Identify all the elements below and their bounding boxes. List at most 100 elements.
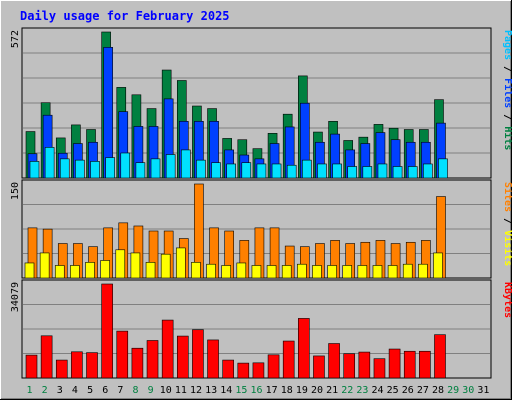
bar-sites-day-5 [85,262,95,279]
bar-sites-day-3 [54,265,65,279]
bar-pages-day-13 [211,162,221,179]
x-tick-label: 29 [447,385,459,396]
x-tick-label: 7 [117,385,123,396]
bar-pages-day-20 [317,163,327,179]
bar-kbytes-day-26 [403,350,416,379]
bar-kbytes-day-20 [313,355,325,379]
bar-pages-day-5 [90,161,100,179]
x-tick-label: 8 [132,385,138,396]
bar-pages-day-4 [75,159,85,179]
legend-kbytes: KBytes [502,282,512,318]
bar-sites-day-27 [418,263,428,279]
x-tick-label: 27 [417,385,429,396]
bar-kbytes-day-18 [282,340,295,379]
legend-files: Files [502,78,512,108]
bar-sites-day-20 [312,265,322,279]
x-tick-label: 22 [341,385,353,396]
bar-sites-day-11 [175,247,186,279]
bar-sites-day-9 [145,262,156,279]
bar-kbytes-day-10 [161,319,174,379]
bar-kbytes-day-13 [207,339,219,379]
x-tick-label: 30 [462,385,474,396]
x-tick-label: 14 [220,385,232,396]
x-tick-label: 4 [72,385,78,396]
bar-sites-day-8 [130,252,141,279]
legend-pages: Pages [502,30,512,60]
panel-legend: Pages / Files / Hits [502,30,512,150]
x-tick-label: 26 [402,385,414,396]
x-tick-label: 19 [296,385,308,396]
x-tick-label: 10 [160,385,172,396]
x-tick-label: 31 [477,385,489,396]
x-tick-label: 16 [250,385,262,396]
x-tick-label: 23 [356,385,368,396]
bar-kbytes-day-27 [419,350,431,379]
bar-pages-day-14 [226,163,236,179]
bar-pages-day-23 [362,166,373,179]
x-axis-labels: 1 2 3 4 5 6 7 8 9 10 11 12 13 14 15 16 17 18 19 20 21 22 23 24 2… [27,385,490,396]
chart-title: Daily usage for February 2025 [20,9,230,23]
bar-sites-day-16 [251,265,262,279]
bar-pages-day-26 [407,166,418,179]
bar-sites-day-10 [160,253,171,279]
x-tick-label: 12 [190,385,202,396]
bar-sites-day-23 [357,265,368,279]
panel-legend: KBytes [502,282,512,318]
bar-kbytes-day-15 [237,362,250,379]
bar-kbytes-day-5 [86,352,98,379]
bar-pages-day-22 [347,166,358,179]
bar-kbytes-day-4 [71,351,83,379]
x-tick-label: 6 [102,385,108,396]
bar-sites-day-21 [327,265,337,279]
bar-kbytes-day-23 [358,351,371,379]
bar-kbytes-day-2 [40,335,53,379]
bar-kbytes-day-25 [388,348,401,379]
bar-kbytes-day-1 [25,354,38,379]
bar-pages-day-12 [196,159,206,179]
x-tick-label: 3 [57,385,63,396]
x-tick-label: 13 [205,385,217,396]
x-tick-label: 24 [372,385,384,396]
bar-pages-day-9 [150,158,161,179]
bar-pages-day-15 [241,162,252,179]
bar-sites-day-18 [281,265,292,279]
legend-separator: / [502,108,512,126]
bar-sites-day-2 [39,252,50,279]
bar-sites-day-14 [221,265,231,279]
x-tick-label: 9 [148,385,154,396]
bar-kbytes-day-14 [222,359,234,379]
bar-pages-day-27 [423,163,433,179]
bar-kbytes-day-12 [192,329,204,379]
x-tick-label: 15 [235,385,247,396]
bar-sites-day-15 [236,262,247,279]
legend-visits: Visits [502,230,512,266]
x-tick-label: 5 [87,385,93,396]
chart-panels: 572 Pages / Files / Hits 150 Sites / Visits… [10,27,512,379]
bar-kbytes-day-21 [328,343,340,379]
bar-sites-day-19 [297,263,307,279]
bar-pages-day-1 [29,161,40,179]
bar-sites-day-25 [387,265,398,279]
bar-sites-day-6 [100,260,110,279]
axis-max-label: 572 [10,30,21,48]
x-tick-label: 17 [266,385,278,396]
x-tick-label: 2 [42,385,48,396]
bar-kbytes-day-28 [434,334,446,379]
bar-pages-day-21 [332,163,342,179]
bar-kbytes-day-9 [146,340,159,379]
bar-pages-day-3 [59,158,70,179]
bar-sites-day-1 [24,262,35,279]
bar-kbytes-day-11 [176,335,189,379]
bar-pages-day-17 [271,163,282,179]
bar-pages-day-18 [286,164,297,179]
bar-sites-day-12 [191,262,201,279]
bar-kbytes-day-24 [373,358,386,379]
bar-pages-day-10 [165,154,176,179]
bar-sites-day-13 [206,263,216,279]
bar-sites-day-26 [402,263,413,279]
bar-sites-day-24 [372,265,383,279]
bar-sites-day-17 [266,265,277,279]
legend-hits: Hits [502,126,512,150]
bar-pages-day-11 [180,149,191,179]
